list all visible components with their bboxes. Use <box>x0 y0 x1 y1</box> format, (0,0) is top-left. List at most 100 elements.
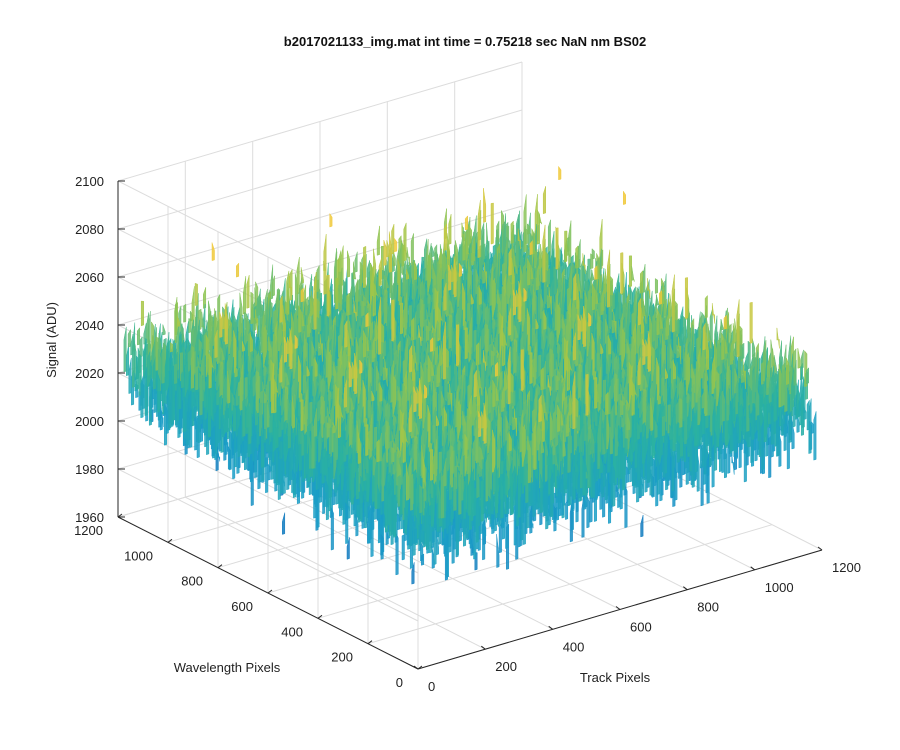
surface-patch <box>326 274 330 317</box>
surface-patch <box>140 300 144 327</box>
surface-patch <box>431 245 435 258</box>
surface-patch <box>344 320 348 348</box>
surface-patch <box>631 265 635 282</box>
surface-patch <box>508 248 512 276</box>
surface-patch <box>250 453 254 483</box>
surface-patch <box>227 446 231 470</box>
surface-patch <box>414 261 418 281</box>
surface-patch <box>306 324 310 338</box>
surface-patch <box>234 366 238 378</box>
surface-patch <box>123 326 127 373</box>
surface-patch <box>236 262 240 278</box>
surface-patch <box>148 378 152 426</box>
surface-patch <box>215 407 219 455</box>
surface-patch <box>271 275 275 297</box>
surface-patch <box>191 351 195 389</box>
surface-patch <box>207 395 211 438</box>
surface-patch <box>224 433 228 456</box>
surface-patch <box>547 267 551 285</box>
surface-patch <box>490 202 494 245</box>
surface-patch <box>193 406 197 419</box>
surface-patch <box>555 227 559 270</box>
surface-patch <box>172 379 176 421</box>
surface-patch <box>464 215 468 231</box>
surface-patch <box>329 212 333 228</box>
surface-patch <box>371 349 375 363</box>
surface-patch <box>246 275 250 309</box>
surface-patch <box>237 424 241 458</box>
surface-patch <box>391 299 395 342</box>
surface-patch <box>383 240 387 266</box>
surface-patch <box>448 214 452 245</box>
surface-patch <box>392 249 396 267</box>
surface-patch <box>252 374 256 397</box>
surface-patch <box>244 438 248 471</box>
surface-patch <box>386 240 390 258</box>
surface-patch <box>542 186 546 215</box>
surface-patch <box>183 303 187 323</box>
surface-patch <box>394 237 398 253</box>
surface-patch <box>300 287 304 303</box>
surface-patch <box>140 375 144 419</box>
surface-patch <box>212 425 216 459</box>
surface-patch <box>194 282 198 306</box>
surface-patch <box>155 336 159 371</box>
surface-patch <box>211 242 215 261</box>
surface-patch <box>347 250 351 278</box>
surface-patch <box>286 270 290 316</box>
surface-patch <box>174 363 178 385</box>
surface-patch <box>195 365 199 391</box>
surface-patch <box>250 291 254 325</box>
surface-patch <box>590 253 594 270</box>
surface-patch <box>157 373 161 413</box>
surface <box>123 165 817 585</box>
surface-patch <box>242 398 246 437</box>
surface-patch <box>201 311 205 333</box>
surface-patch <box>400 302 404 335</box>
surface-patch <box>233 431 237 468</box>
surface-patch <box>471 252 475 266</box>
surface-patch <box>346 292 350 316</box>
surface-patch <box>279 295 283 323</box>
surface-patch <box>558 165 562 181</box>
surface-patch <box>323 233 327 295</box>
surface-patch <box>255 376 259 414</box>
surface-patch <box>623 190 626 205</box>
surface-patch <box>233 404 237 432</box>
surface-patch <box>529 240 533 256</box>
surface-patch <box>203 287 207 309</box>
surface-patch <box>568 220 572 267</box>
surface-patch <box>481 327 485 350</box>
grid-line <box>317 498 723 619</box>
surface-patch <box>353 261 357 280</box>
chart-title: b2017021133_img.mat int time = 0.75218 s… <box>284 34 646 49</box>
surface-patch <box>477 200 481 259</box>
surface-patch <box>239 292 243 318</box>
surface-patch <box>538 212 542 225</box>
surface-patch <box>628 255 632 288</box>
surface-patch <box>128 357 132 394</box>
surface-patch <box>575 245 579 269</box>
grid-line <box>367 524 773 645</box>
surface-patch <box>189 408 193 448</box>
surface-patch <box>243 276 247 315</box>
surface-patch <box>376 225 380 256</box>
surface-patch <box>359 260 363 287</box>
surface-patch <box>318 315 322 332</box>
surface-patch <box>137 327 140 346</box>
surface-patch <box>496 220 500 244</box>
surface-patch <box>542 224 546 283</box>
surface-patch <box>482 243 486 260</box>
surface-patch <box>188 349 192 372</box>
surface-patch <box>510 220 514 244</box>
surface-patch <box>159 408 163 431</box>
surface-patch <box>535 277 539 291</box>
surface-patch <box>188 318 192 334</box>
surface-patch <box>248 403 252 445</box>
surface-patch <box>426 325 430 342</box>
surface-patch <box>147 351 151 387</box>
surface-patch <box>139 335 143 358</box>
surface-patch <box>127 328 131 348</box>
surface-patch <box>361 300 365 317</box>
